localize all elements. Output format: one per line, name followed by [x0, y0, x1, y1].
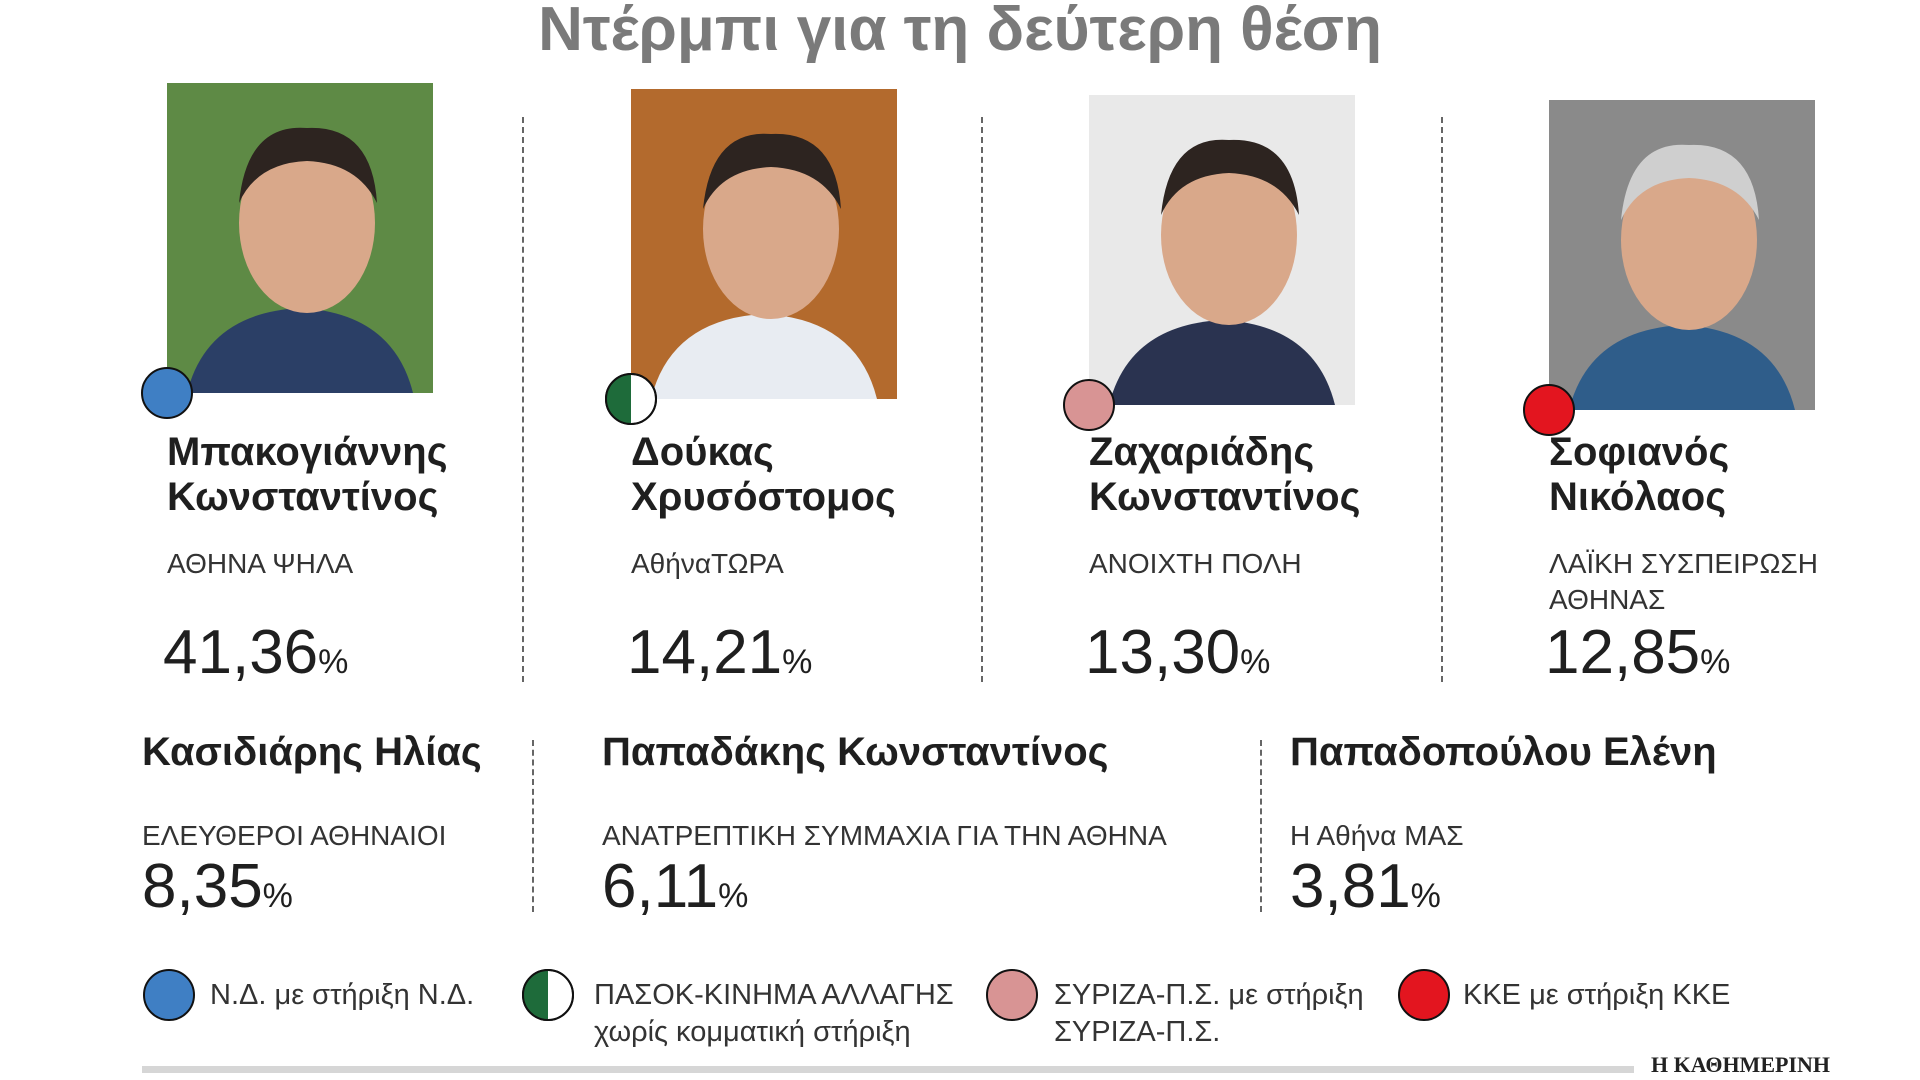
- share-value: 14,21: [627, 618, 783, 687]
- party-name: ΕΛΕΥΘΕΡΟΙ ΑΘΗΝΑΙΟΙ: [142, 820, 447, 851]
- legend-text: ΣΥΡΙΖΑ-Π.Σ.: [1054, 1016, 1221, 1048]
- party-name: ΛΑΪΚΗ ΣΥΣΠΕΙΡΩΣΗ: [1549, 548, 1818, 579]
- party-name: ΑΝΑΤΡΕΠΤΙΚΗ ΣΥΜΜΑΧΙΑ ΓΙΑ ΤΗΝ ΑΘΗΝΑ: [602, 820, 1167, 851]
- candidate-name: Δούκας: [631, 430, 774, 474]
- legend-text: ΚΚΕ με στήριξη ΚΚΕ: [1463, 979, 1731, 1011]
- candidate-name: Παπαδοπούλου Ελένη: [1290, 730, 1717, 774]
- party-dot-ring: [522, 969, 574, 1021]
- legend-text: ΠΑΣΟΚ-ΚΙΝΗΜΑ ΑΛΛΑΓΗΣ: [594, 979, 954, 1011]
- percent-sign: %: [1240, 643, 1271, 681]
- title: Ντέρμπι για τη δεύτερη θέση: [538, 0, 1382, 64]
- photo-shoulders: [1109, 320, 1335, 405]
- photo-face: [703, 139, 839, 319]
- separator: [532, 740, 534, 912]
- party-name: ΑθήναΤΩΡΑ: [631, 548, 784, 579]
- candidate-name: Ζαχαριάδης: [1089, 430, 1315, 474]
- vote-share: 3,81%: [1290, 856, 1441, 927]
- percent-sign: %: [1410, 877, 1441, 915]
- candidate-name: Παπαδάκης Κωνσταντίνος: [602, 730, 1109, 774]
- share-value: 8,35: [142, 852, 263, 921]
- vote-share: 12,85%: [1545, 622, 1730, 693]
- share-value: 3,81: [1290, 852, 1411, 921]
- photo-face: [1161, 145, 1297, 325]
- separator: [1260, 740, 1262, 912]
- percent-sign: %: [262, 877, 293, 915]
- candidate-name: Κωνσταντίνος: [167, 475, 439, 519]
- source: Η ΚΑΘΗΜΕΡΙΝΗ: [1651, 1052, 1830, 1077]
- candidate-name: Κωνσταντίνος: [1089, 475, 1361, 519]
- party-name: ΑΘΗΝΑ ΨΗΛΑ: [167, 548, 354, 579]
- share-value: 6,11: [602, 852, 719, 921]
- share-value: 41,36: [163, 618, 319, 687]
- photo-shoulders: [651, 314, 877, 399]
- party-dot: [1063, 379, 1115, 431]
- party-dot-half: [606, 374, 631, 424]
- separator: [981, 117, 983, 682]
- party-dot: [143, 969, 195, 1021]
- percent-sign: %: [318, 643, 349, 681]
- photo-face: [239, 133, 375, 313]
- party-name: Η Αθήνα ΜΑΣ: [1290, 820, 1464, 851]
- candidate-name: Κασιδιάρης Ηλίας: [142, 730, 482, 774]
- party-dot: [141, 367, 193, 419]
- separator: [1441, 117, 1443, 682]
- percent-sign: %: [782, 643, 813, 681]
- share-value: 13,30: [1085, 618, 1241, 687]
- vote-share: 41,36%: [163, 622, 348, 693]
- photo-shoulders: [187, 308, 413, 393]
- candidate-name: Νικόλαος: [1549, 475, 1726, 519]
- percent-sign: %: [718, 877, 749, 915]
- legend-text: χωρίς κομματική στήριξη: [594, 1016, 911, 1048]
- photo-hair: [703, 133, 841, 209]
- percent-sign: %: [1700, 643, 1731, 681]
- vote-share: 14,21%: [627, 622, 812, 693]
- party-dot: [1398, 969, 1450, 1021]
- party-dot-half: [523, 970, 548, 1020]
- bottom-rule: [142, 1066, 1634, 1073]
- photo-hair: [1621, 144, 1759, 220]
- photo-hair: [239, 127, 377, 203]
- party-dot: [986, 969, 1038, 1021]
- separator: [522, 117, 524, 682]
- candidate-name: Χρυσόστομος: [631, 475, 896, 519]
- photo-hair: [1161, 139, 1299, 215]
- candidate-name: Μπακογιάννης: [167, 430, 448, 474]
- vote-share: 13,30%: [1085, 622, 1270, 693]
- legend-text: ΣΥΡΙΖΑ-Π.Σ. με στήριξη: [1054, 979, 1364, 1011]
- vote-share: 6,11%: [602, 856, 748, 927]
- legend-text: Ν.Δ. με στήριξη Ν.Δ.: [210, 979, 475, 1011]
- party-name: ΑΝΟΙΧΤΗ ΠΟΛΗ: [1089, 548, 1302, 579]
- share-value: 12,85: [1545, 618, 1701, 687]
- vote-share: 8,35%: [142, 856, 293, 927]
- candidate-name: Σοφιανός: [1549, 430, 1730, 474]
- photo-shoulders: [1569, 325, 1795, 410]
- photo-face: [1621, 150, 1757, 330]
- party-dot: [1523, 384, 1575, 436]
- party-dot-ring: [605, 373, 657, 425]
- party-name: ΑΘΗΝΑΣ: [1549, 584, 1666, 615]
